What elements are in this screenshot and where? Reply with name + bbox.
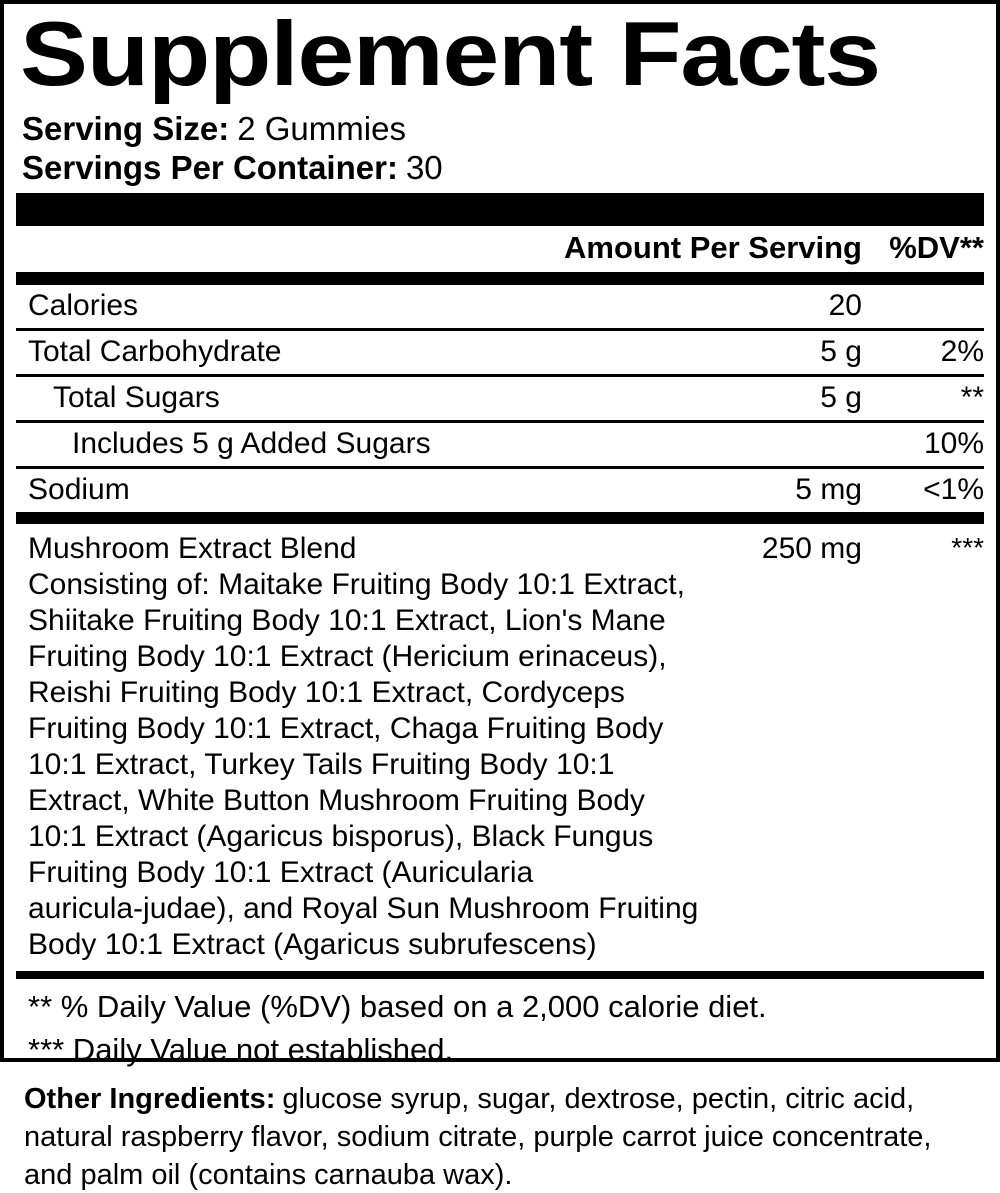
sodium-divider bbox=[16, 511, 984, 524]
thick-divider-top bbox=[16, 192, 984, 226]
nutrient-name: Sodium bbox=[28, 473, 130, 507]
other-ingredients-text: glucose syrup, sugar, dextrose, pectin, … bbox=[24, 1083, 932, 1191]
row-divider bbox=[16, 327, 984, 331]
footnotes: ** % Daily Value (%DV) based on a 2,000 … bbox=[16, 979, 984, 1071]
nutrient-name: Total Sugars bbox=[53, 381, 220, 415]
other-ingredients: Other Ingredients: glucose syrup, sugar, … bbox=[24, 1080, 980, 1193]
percent-dv-header: %DV** bbox=[889, 229, 984, 265]
blend-description: Consisting of: Maitake Fruiting Body 10:… bbox=[28, 567, 699, 961]
panel-title: Supplement Facts bbox=[20, 4, 881, 105]
nutrient-dv: ** bbox=[960, 381, 984, 415]
other-ingredients-label: Other Ingredients: bbox=[24, 1083, 276, 1115]
daily-value-footnote: ** % Daily Value (%DV) based on a 2,000 … bbox=[28, 988, 767, 1024]
servings-per-container-line: Servings Per Container: 30 bbox=[22, 148, 984, 187]
supplement-facts-panel: Supplement Facts Serving Size: 2 Gummies … bbox=[0, 0, 1000, 1067]
table-row-calories: Calories 20 bbox=[16, 285, 984, 328]
nutrient-dv: <1% bbox=[923, 473, 984, 507]
blend-dv: *** bbox=[951, 531, 984, 563]
serving-info: Serving Size: 2 Gummies Servings Per Cont… bbox=[22, 109, 984, 187]
nutrient-name: Includes 5 g Added Sugars bbox=[72, 427, 431, 461]
nutrient-name: Calories bbox=[28, 289, 139, 323]
servings-per-container-value: 30 bbox=[405, 148, 443, 186]
serving-size-label: Serving Size: bbox=[22, 109, 230, 147]
row-divider bbox=[16, 465, 984, 469]
row-divider bbox=[16, 419, 984, 423]
servings-per-container-label: Servings Per Container: bbox=[22, 148, 398, 186]
table-row-total-carbohydrate: Total Carbohydrate 5 g 2% bbox=[16, 331, 984, 374]
table-row-sodium: Sodium 5 mg <1% bbox=[16, 469, 984, 512]
not-established-footnote: *** Daily Value not established. bbox=[28, 1031, 454, 1067]
nutrient-amount: 20 bbox=[828, 289, 862, 323]
nutrient-dv: 10% bbox=[923, 427, 984, 461]
header-divider bbox=[16, 271, 984, 285]
blend-name: Mushroom Extract Blend bbox=[28, 531, 357, 565]
nutrient-name: Total Carbohydrate bbox=[28, 335, 282, 369]
nutrient-amount: 5 g bbox=[820, 335, 862, 369]
footnote-divider bbox=[16, 970, 984, 979]
table-row-added-sugars: Includes 5 g Added Sugars 10% bbox=[16, 423, 984, 466]
nutrient-amount: 5 mg bbox=[795, 473, 862, 507]
table-row-total-sugars: Total Sugars 5 g ** bbox=[16, 377, 984, 420]
table-row-mushroom-blend: Mushroom Extract Blend 250 mg *** bbox=[16, 524, 984, 567]
nutrient-amount: 5 g bbox=[820, 381, 862, 415]
amount-per-serving-header: Amount Per Serving bbox=[564, 229, 862, 265]
blend-amount: 250 mg bbox=[761, 531, 862, 565]
table-header-row: Amount Per Serving %DV** bbox=[16, 226, 984, 272]
row-divider bbox=[16, 373, 984, 377]
nutrient-dv: 2% bbox=[940, 335, 984, 369]
serving-size-line: Serving Size: 2 Gummies bbox=[22, 109, 984, 148]
serving-size-value: 2 Gummies bbox=[237, 109, 406, 147]
